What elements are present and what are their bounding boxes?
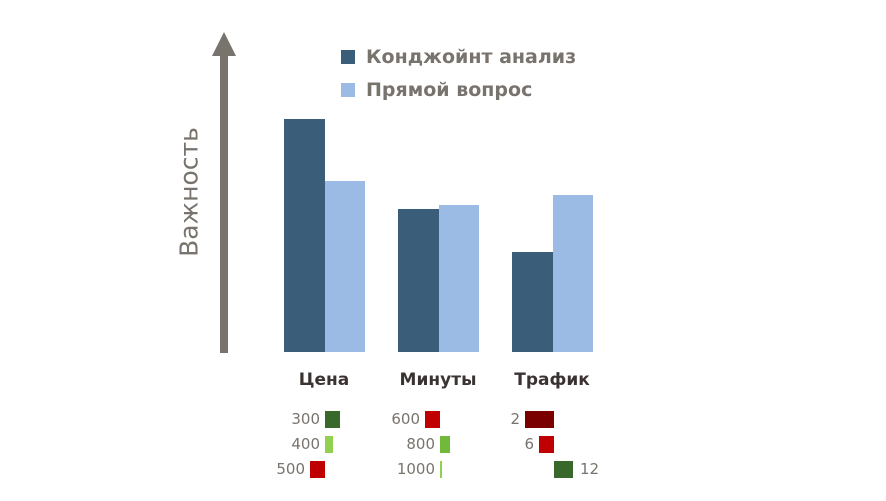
level-utility-bar — [310, 461, 325, 478]
level-utility-bar — [525, 411, 554, 428]
level-label: 800 — [406, 435, 435, 453]
bar — [398, 209, 439, 352]
level-label: 2 — [510, 410, 520, 428]
level-utility-bar — [440, 436, 450, 453]
level-utility-bar — [554, 461, 573, 478]
y-axis-arrowhead-icon — [212, 32, 236, 56]
level-utility-bar — [440, 461, 442, 478]
level-label: 6 — [524, 435, 534, 453]
level-label: 300 — [291, 410, 320, 428]
bar — [325, 181, 365, 352]
legend-label: Конджойнт анализ — [366, 46, 577, 68]
category-label-price: Цена — [298, 370, 350, 390]
level-label: 400 — [291, 435, 320, 453]
bar — [439, 205, 479, 352]
y-axis-arrow — [220, 54, 228, 353]
level-utility-bar — [325, 436, 333, 453]
level-utility-bar — [425, 411, 440, 428]
bar — [512, 252, 553, 352]
bar — [284, 119, 325, 352]
category-label-traffic: Трафик — [514, 370, 590, 390]
level-label: 500 — [276, 460, 305, 478]
level-label: 600 — [391, 410, 420, 428]
category-label-minutes: Минуты — [399, 370, 477, 390]
level-label: 1000 — [396, 460, 435, 478]
legend-swatch-conjoint — [341, 50, 355, 64]
legend-label: Прямой вопрос — [366, 79, 533, 101]
bar — [553, 195, 593, 352]
level-label: 12 — [580, 460, 600, 478]
level-utility-bar — [539, 436, 554, 453]
y-axis-label: Важность — [174, 127, 204, 257]
legend-item-direct: Прямой вопрос — [341, 80, 532, 100]
level-utility-bar — [325, 411, 340, 428]
legend-item-conjoint: Конджойнт анализ — [341, 47, 576, 67]
legend-swatch-direct — [341, 83, 355, 97]
